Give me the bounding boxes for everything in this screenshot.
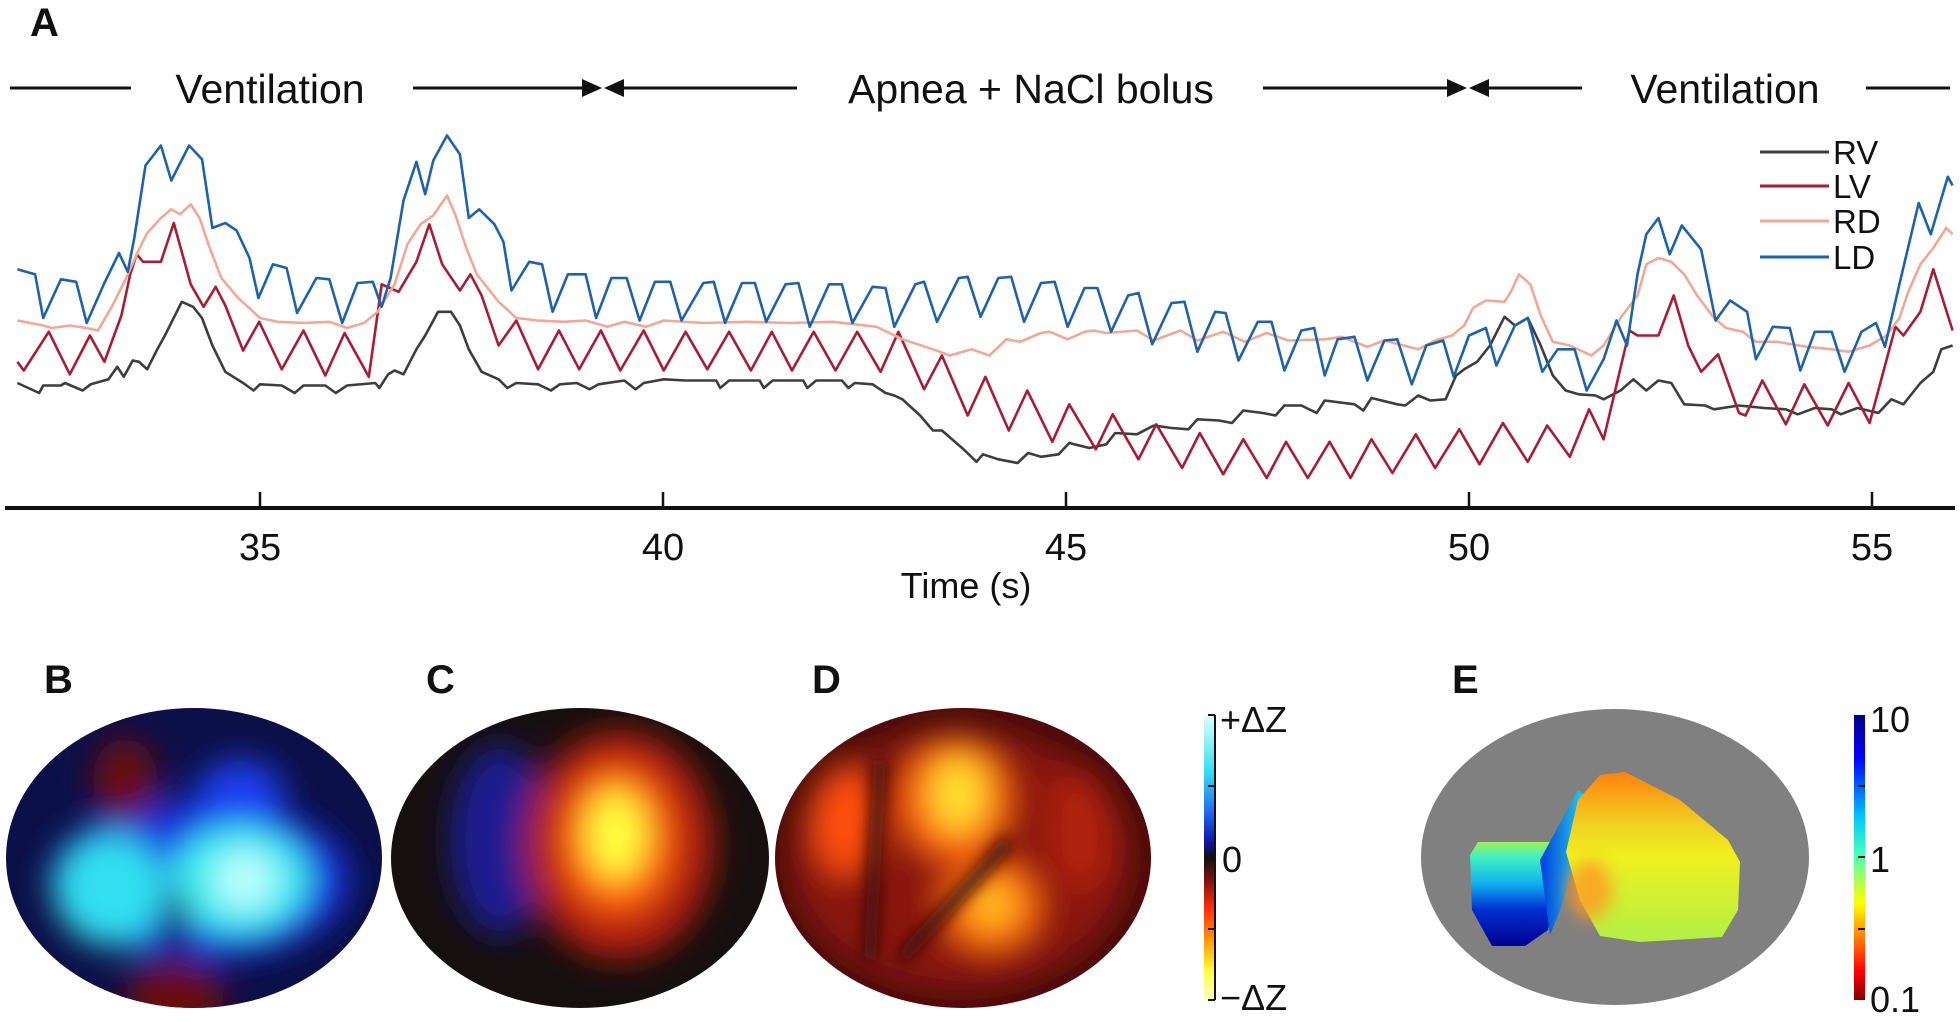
x-tick-label: 35 bbox=[239, 527, 281, 569]
x-tick-label: 50 bbox=[1448, 527, 1490, 569]
phase-label-ventilation-1: Ventilation bbox=[175, 66, 364, 112]
panel-label-a: A bbox=[30, 1, 59, 45]
colorbar-label-1: 1 bbox=[1870, 839, 1890, 880]
colorbar-ratio: 10 1 0.1 bbox=[1854, 699, 1920, 1020]
colorbar-label-10: 10 bbox=[1870, 699, 1910, 740]
x-tick-label: 55 bbox=[1851, 527, 1893, 569]
x-axis-ticks: 35 40 45 50 55 bbox=[239, 492, 1893, 569]
arrowhead-right-icon bbox=[582, 79, 602, 97]
colorbar-label-minus-dz: −ΔZ bbox=[1220, 977, 1287, 1018]
panel-label-b: B bbox=[44, 658, 73, 702]
legend-label-ld: LD bbox=[1833, 239, 1875, 276]
phase-label-ventilation-2: Ventilation bbox=[1630, 66, 1819, 112]
eit-image-d bbox=[775, 708, 1151, 1008]
eit-image-b bbox=[6, 708, 382, 1008]
legend: RV LV RD LD bbox=[1760, 134, 1881, 276]
legend-label-rd: RD bbox=[1833, 203, 1881, 240]
eit-image-c bbox=[391, 708, 769, 1008]
x-axis-label: Time (s) bbox=[901, 565, 1032, 606]
plot-area bbox=[16, 134, 1954, 480]
phase-annotation bbox=[10, 79, 1950, 97]
panel-label-c: C bbox=[426, 658, 455, 702]
x-tick-label: 45 bbox=[1045, 527, 1087, 569]
colorbar-label-0-1: 0.1 bbox=[1870, 979, 1920, 1020]
arrowhead-left-icon bbox=[604, 79, 624, 97]
series-line-lv bbox=[16, 221, 1954, 480]
legend-label-rv: RV bbox=[1833, 134, 1878, 171]
colorbar-delta-z: +ΔZ 0 −ΔZ bbox=[1204, 699, 1287, 1018]
colorbar-label-plus-dz: +ΔZ bbox=[1220, 699, 1287, 740]
series-line-ld bbox=[17, 134, 1954, 392]
panel-label-e: E bbox=[1452, 658, 1479, 702]
panel-label-d: D bbox=[812, 658, 841, 702]
arrowhead-right-icon bbox=[1447, 79, 1467, 97]
eit-image-e bbox=[1421, 709, 1809, 1005]
arrowhead-left-icon bbox=[1469, 79, 1489, 97]
phase-label-apnea: Apnea + NaCl bolus bbox=[848, 66, 1214, 112]
series-line-rv bbox=[16, 300, 1954, 465]
legend-label-lv: LV bbox=[1833, 168, 1871, 205]
x-tick-label: 40 bbox=[642, 527, 684, 569]
colorbar-label-zero: 0 bbox=[1222, 839, 1242, 880]
series-line-rd bbox=[17, 194, 1954, 357]
